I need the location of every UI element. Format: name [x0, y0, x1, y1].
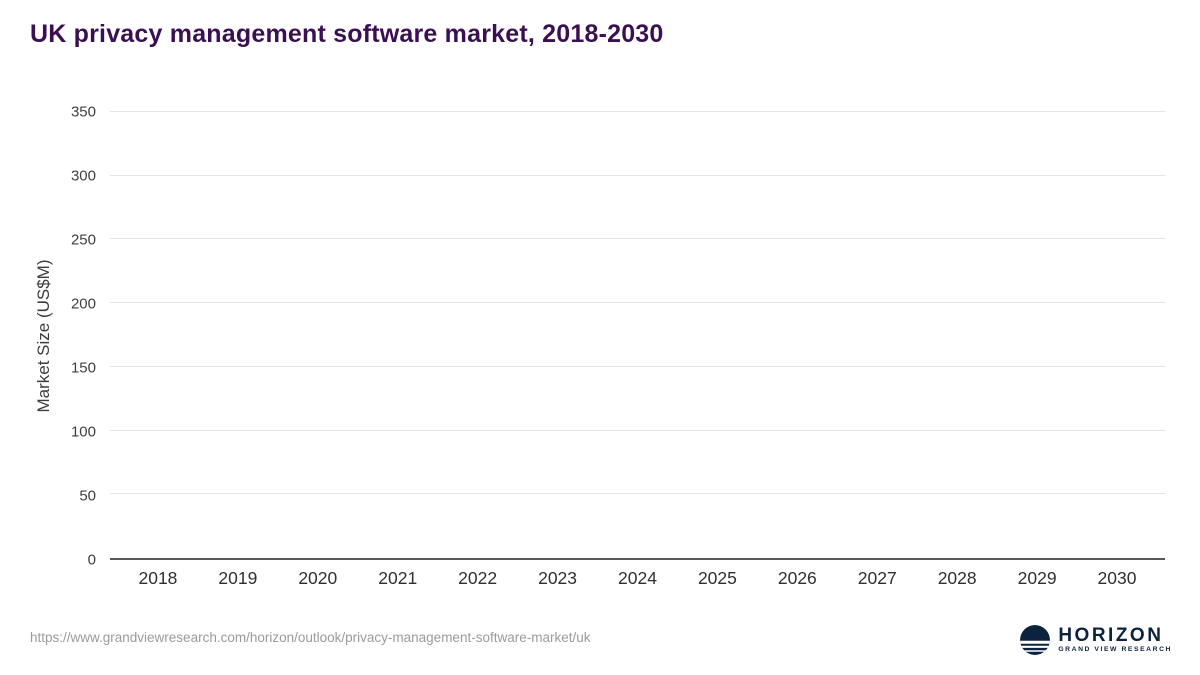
gridline [110, 365, 1165, 367]
x-tick-label: 2029 [1017, 568, 1057, 588]
x-tick-label: 2022 [458, 568, 498, 588]
x-tick-label: 2018 [138, 568, 178, 588]
logo-text: HORIZON GRAND VIEW RESEARCH [1058, 626, 1172, 654]
x-tick-label: 2025 [697, 568, 737, 588]
chart-title: UK privacy management software market, 2… [30, 20, 664, 48]
x-tick-label: 2023 [538, 568, 578, 588]
horizon-logo: HORIZON GRAND VIEW RESEARCH [1020, 625, 1172, 655]
x-tick-label: 2024 [618, 568, 657, 588]
gridline [110, 429, 1165, 431]
bars-group [110, 112, 1165, 558]
y-tick-label: 150 [70, 359, 96, 377]
horizon-logo-icon [1020, 625, 1051, 655]
x-tick-label: 2020 [298, 568, 338, 588]
y-tick-label: 100 [70, 423, 96, 441]
gridline [110, 111, 1165, 112]
y-tick-label: 250 [70, 231, 96, 249]
logo-tagline: GRAND VIEW RESEARCH [1058, 646, 1172, 654]
x-tick-label: 2021 [378, 568, 418, 588]
y-tick-label: 300 [70, 167, 96, 185]
x-tick-label: 2019 [218, 568, 258, 588]
y-axis-ticks: 0 50 100 150 200 250 300 350 [0, 104, 96, 569]
source-url: https://www.grandviewresearch.com/horizo… [30, 630, 591, 645]
gridline [110, 493, 1165, 495]
plot-area [110, 111, 1165, 560]
x-tick-label: 2027 [857, 568, 897, 588]
y-tick-label: 200 [70, 295, 96, 313]
gridline [110, 238, 1165, 240]
x-tick-label: 2026 [777, 568, 817, 588]
x-axis-labels: 2018 2019 2020 2021 2022 2023 2024 2025 2026 2027… [110, 568, 1165, 589]
y-tick-label: 0 [87, 551, 96, 569]
y-tick-label: 50 [79, 487, 96, 505]
gridline [110, 302, 1165, 304]
x-tick-label: 2030 [1097, 568, 1137, 588]
y-tick-label: 350 [70, 103, 96, 121]
logo-wordmark: HORIZON [1058, 625, 1164, 647]
x-tick-label: 2028 [937, 568, 977, 588]
gridline [110, 174, 1165, 176]
